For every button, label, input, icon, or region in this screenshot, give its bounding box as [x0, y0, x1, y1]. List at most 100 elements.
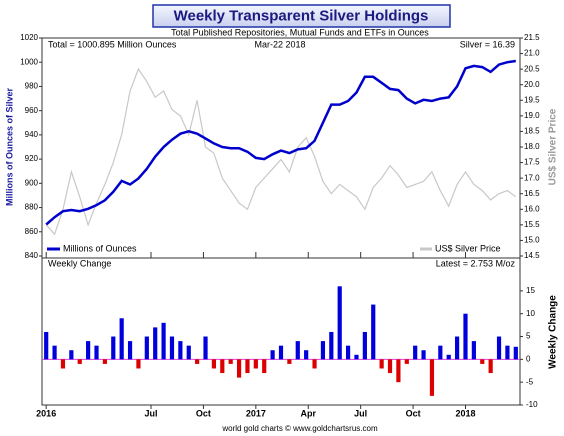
bar — [236, 359, 242, 378]
x-tick-label: Oct — [196, 408, 211, 418]
y-tick-label: 0 — [526, 354, 531, 363]
bar — [102, 359, 107, 364]
bar — [262, 359, 267, 374]
bar — [186, 345, 191, 360]
bar — [211, 359, 217, 369]
y-tick-label: 1000 — [20, 57, 38, 66]
bar — [195, 359, 200, 364]
bar — [44, 331, 49, 360]
bar — [320, 341, 326, 360]
bar — [513, 346, 518, 360]
y-tick-label: 920 — [25, 154, 39, 163]
bar — [86, 341, 91, 360]
bar — [396, 359, 401, 383]
title-box — [152, 4, 451, 28]
bar — [136, 359, 141, 369]
bar — [253, 359, 258, 369]
y-tick-label: 980 — [25, 82, 39, 91]
y2-tick-label: 16.0 — [524, 204, 540, 213]
bar — [287, 359, 292, 364]
bar — [304, 350, 309, 360]
subtitle: Total Published Repositories, Mutual Fun… — [171, 27, 429, 37]
top-panel — [41, 37, 521, 259]
bar — [161, 322, 166, 360]
bar — [295, 341, 300, 360]
y2-tick-label: 21.5 — [524, 33, 540, 42]
bar — [345, 345, 351, 360]
bar — [153, 327, 158, 360]
y-tick-label: 10 — [526, 309, 535, 318]
y-tick-label: 5 — [526, 332, 531, 341]
y2-tick-label: 18.5 — [524, 127, 540, 136]
bar — [312, 359, 317, 369]
y-tick-label: -10 — [526, 400, 538, 409]
bar — [488, 359, 493, 374]
bar — [496, 336, 502, 360]
y2-tick-label: 21.0 — [524, 49, 540, 58]
chart-title: Weekly Transparent Silver Holdings — [174, 7, 429, 24]
bar — [60, 359, 66, 369]
y2-tick-label: 20.5 — [524, 64, 540, 73]
bar — [127, 341, 133, 360]
bar — [438, 345, 443, 360]
annotation: Total = 1000.895 Million Ounces — [48, 39, 177, 49]
y-tick-label: 880 — [25, 203, 39, 212]
bar — [379, 359, 384, 369]
y2-tick-label: 17.0 — [524, 173, 540, 182]
y-tick-label: 1020 — [20, 33, 38, 42]
y-tick-label: 960 — [25, 106, 39, 115]
annotation: Mar-22 2018 — [254, 39, 305, 49]
bar — [480, 359, 485, 364]
y-tick-label: -5 — [526, 377, 534, 386]
legend-label: US$ Silver Price — [435, 243, 501, 253]
bar — [471, 341, 476, 360]
bar — [169, 336, 175, 360]
x-tick-label: 2017 — [246, 408, 266, 418]
y2-tick-label: 16.5 — [524, 189, 540, 198]
series-line — [45, 59, 516, 226]
bar — [178, 341, 183, 360]
bar — [421, 350, 426, 360]
y-tick-label: 900 — [25, 178, 39, 187]
bar — [270, 350, 275, 360]
bar — [94, 345, 99, 360]
bar — [52, 345, 57, 360]
source: world gold charts © www.goldchartsrus.co… — [221, 424, 378, 433]
y2-tick-label: 19.5 — [524, 95, 540, 104]
y2-tick-label: 17.5 — [524, 158, 540, 167]
y2-tick-label: 18.0 — [524, 142, 540, 151]
y-tick-label: 860 — [25, 227, 39, 236]
x-tick-label: Jul — [354, 408, 367, 418]
bar — [245, 359, 250, 374]
bar — [228, 359, 233, 364]
bar — [404, 359, 409, 364]
panel-label: Weekly Change — [48, 258, 111, 268]
y-axis-label: Millions of Ounces of Silver — [4, 87, 14, 206]
y-axis-label: Weekly Change — [548, 295, 559, 369]
bar — [387, 359, 393, 374]
y-tick-label: 15 — [526, 286, 535, 295]
bar — [455, 336, 460, 360]
bar — [69, 350, 74, 360]
bar — [144, 336, 149, 360]
bar — [329, 331, 334, 360]
y-tick-label: 840 — [25, 251, 39, 260]
bar — [413, 345, 418, 360]
x-tick-label: Oct — [406, 408, 421, 418]
annotation: Latest = 2.753 M/oz — [436, 258, 516, 268]
x-tick-label: Apr — [301, 408, 317, 418]
bar — [429, 359, 435, 396]
bar — [505, 345, 510, 360]
bar — [278, 345, 284, 360]
y2-axis-label: US$ Silver Price — [548, 108, 559, 185]
annotation: Silver = 16.39 — [460, 39, 515, 49]
y-tick-label: 940 — [25, 130, 39, 139]
bar — [463, 313, 468, 360]
y2-tick-label: 14.5 — [524, 251, 540, 260]
bar — [371, 304, 376, 360]
bar — [111, 336, 116, 360]
legend-label: Millions of Ounces — [63, 243, 137, 253]
bar — [446, 354, 451, 360]
bar — [220, 359, 225, 374]
